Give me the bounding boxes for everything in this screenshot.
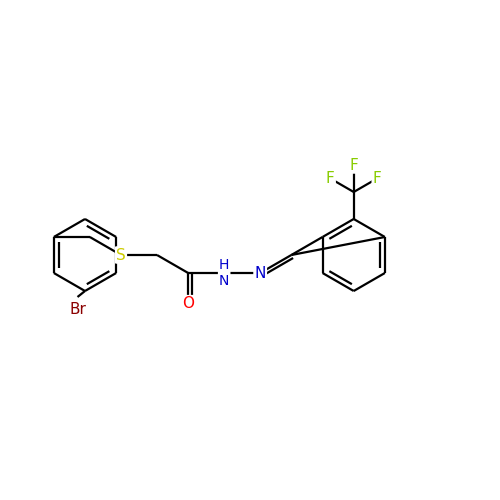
Text: N: N <box>254 266 266 280</box>
Text: F: F <box>372 171 382 186</box>
Text: Br: Br <box>69 302 86 317</box>
Text: F: F <box>350 158 358 172</box>
Text: O: O <box>182 296 194 311</box>
Text: H
N: H N <box>219 258 230 288</box>
Text: S: S <box>116 248 126 262</box>
Text: F: F <box>326 171 334 186</box>
